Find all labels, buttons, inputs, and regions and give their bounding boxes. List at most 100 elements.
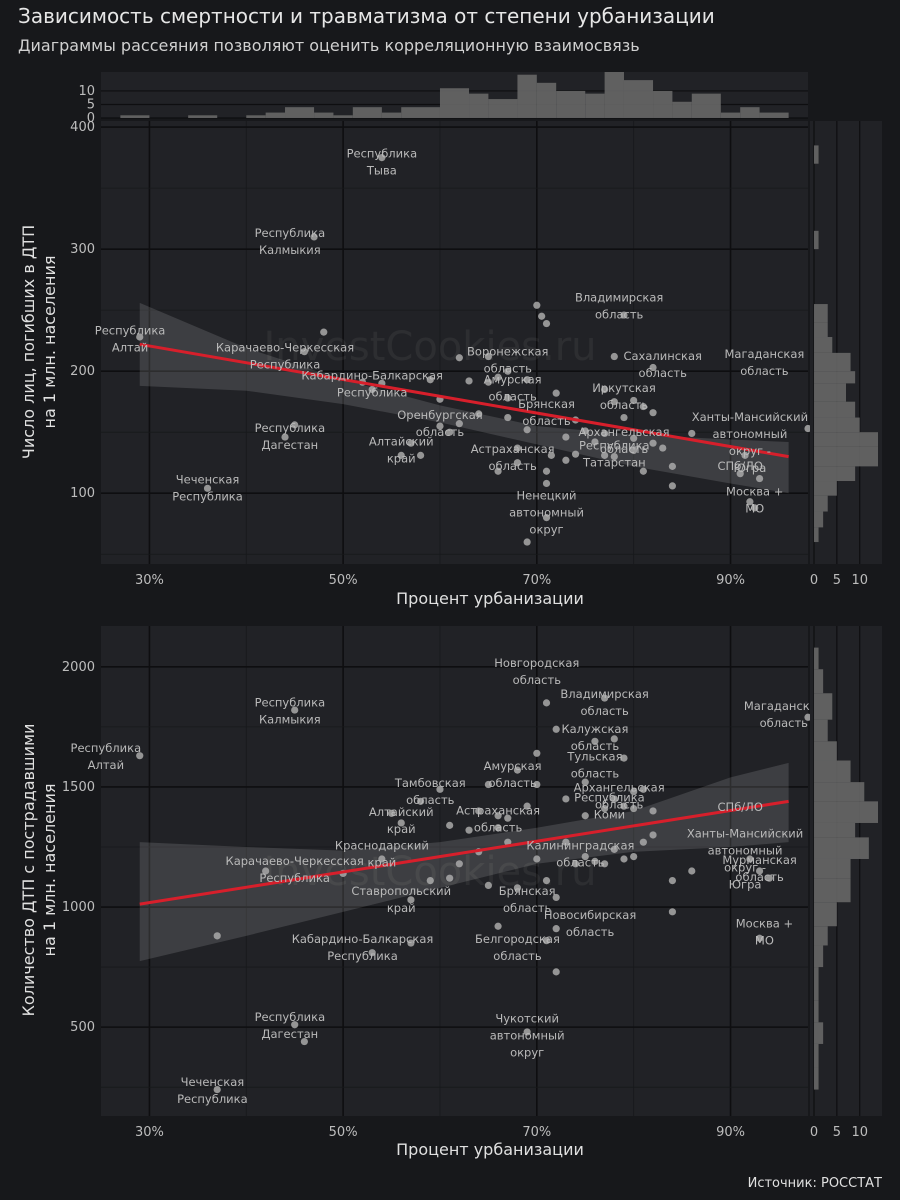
top-hist-bar bbox=[556, 90, 586, 118]
y-tick-label: 2000 bbox=[62, 660, 95, 675]
data-point bbox=[513, 884, 522, 892]
data-point bbox=[494, 824, 502, 832]
data-point bbox=[581, 812, 589, 820]
region-label: Тульская область bbox=[566, 750, 622, 781]
data-point bbox=[562, 456, 570, 464]
region-label: Чеченская Республика bbox=[177, 1075, 248, 1106]
top-hist-bar bbox=[604, 72, 624, 118]
data-point bbox=[630, 434, 638, 442]
top-hist-bar bbox=[488, 99, 518, 118]
region-label: Магаданская область bbox=[744, 699, 824, 730]
data-point bbox=[523, 1028, 531, 1036]
region-label: Республика Коми bbox=[574, 790, 645, 821]
top-hist-tick-label: 10 bbox=[78, 84, 95, 99]
region-label: Калужская область bbox=[561, 722, 628, 753]
data-point bbox=[542, 514, 551, 522]
data-point bbox=[649, 807, 657, 815]
side-hist-bar bbox=[814, 417, 860, 433]
x-axis-title-injured: Процент урбанизации bbox=[396, 1140, 584, 1159]
top-hist-bar bbox=[285, 107, 315, 118]
data-point bbox=[446, 874, 454, 882]
region-label: Чеченская Республика bbox=[172, 472, 243, 503]
data-point bbox=[368, 949, 376, 957]
side-hist-bar bbox=[814, 371, 856, 384]
region-label: Республика Дагестан bbox=[255, 421, 326, 452]
region-label: Республика Калмыкия bbox=[255, 695, 326, 726]
region-label: Архангельская область bbox=[574, 781, 665, 812]
side-hist-tick-label: 0 bbox=[810, 1125, 818, 1140]
data-point bbox=[533, 301, 541, 309]
data-point bbox=[610, 735, 618, 743]
region-label: Брянская область bbox=[499, 884, 556, 915]
data-point bbox=[484, 352, 492, 361]
data-point bbox=[387, 809, 396, 817]
data-point bbox=[484, 378, 492, 386]
region-label: Краснодарский край bbox=[335, 838, 429, 869]
data-point bbox=[455, 354, 463, 362]
data-point bbox=[746, 498, 754, 506]
data-point bbox=[610, 352, 618, 361]
top-hist-bar bbox=[653, 90, 673, 118]
side-hist-tick-label: 10 bbox=[851, 573, 868, 588]
side-hist-bar bbox=[814, 837, 869, 859]
data-point bbox=[639, 402, 647, 411]
data-point bbox=[523, 538, 531, 546]
top-hist-bar bbox=[246, 115, 266, 118]
side-hist-bar bbox=[814, 383, 846, 402]
data-point bbox=[552, 968, 560, 976]
y-axis-title-deaths-line1: Число лиц, погибших в ДТП bbox=[19, 225, 38, 459]
x-tick-label: 70% bbox=[522, 573, 551, 588]
data-point bbox=[203, 484, 212, 492]
data-point bbox=[542, 319, 551, 328]
top-hist-bar bbox=[333, 115, 353, 118]
data-point bbox=[494, 922, 502, 930]
data-point bbox=[484, 881, 492, 890]
data-point bbox=[426, 877, 434, 885]
data-point bbox=[291, 706, 299, 714]
top-hist-bar bbox=[188, 115, 218, 118]
data-point bbox=[504, 838, 512, 846]
data-point bbox=[620, 413, 628, 422]
data-point bbox=[417, 797, 425, 805]
top-hist-bar bbox=[585, 93, 605, 118]
side-hist-bar bbox=[814, 741, 837, 761]
data-point bbox=[378, 154, 386, 162]
data-point bbox=[407, 939, 415, 947]
chart-subtitle: Диаграммы рассеяния позволяют оценить ко… bbox=[18, 36, 640, 55]
side-hist-bar bbox=[814, 967, 819, 1001]
side-hist-bar bbox=[814, 719, 828, 742]
data-point bbox=[465, 377, 473, 385]
region-label: Алтайский край bbox=[369, 805, 434, 836]
data-point bbox=[291, 421, 299, 429]
source-note: Источник: РОССТАТ bbox=[747, 1176, 882, 1191]
region-label: Республика Тыва bbox=[347, 147, 418, 178]
side-hist-bar bbox=[814, 230, 819, 250]
data-point bbox=[397, 451, 405, 459]
data-point bbox=[552, 893, 560, 902]
region-label: Республика Дагестан bbox=[255, 1010, 326, 1041]
top-hist-bar bbox=[265, 112, 286, 118]
data-point bbox=[765, 874, 773, 882]
side-hist-bar bbox=[814, 337, 833, 353]
data-point bbox=[542, 467, 551, 475]
region-label: Астраханская область bbox=[471, 442, 555, 473]
chart-title: Зависимость смертности и травматизма от … bbox=[18, 4, 715, 28]
region-label: Архангельская область bbox=[578, 425, 669, 456]
region-label: Мурманская область bbox=[722, 853, 797, 884]
side-hist-bar bbox=[814, 782, 865, 802]
region-label: Воронежская область bbox=[467, 344, 548, 375]
data-point bbox=[562, 838, 570, 846]
side-hist-bar bbox=[814, 511, 824, 528]
side-hist-bar bbox=[814, 693, 833, 720]
data-point bbox=[668, 908, 677, 916]
region-label: Республика Калмыкия bbox=[255, 226, 326, 257]
y-tick-label: 200 bbox=[70, 364, 95, 379]
data-point bbox=[601, 451, 609, 459]
data-point bbox=[136, 333, 144, 341]
top-hist-bar bbox=[720, 112, 741, 118]
side-hist-bar bbox=[814, 669, 824, 694]
data-point bbox=[533, 780, 541, 789]
side-hist-bar bbox=[814, 647, 819, 670]
watermark-deaths: InvestCookies.ru bbox=[263, 324, 596, 370]
